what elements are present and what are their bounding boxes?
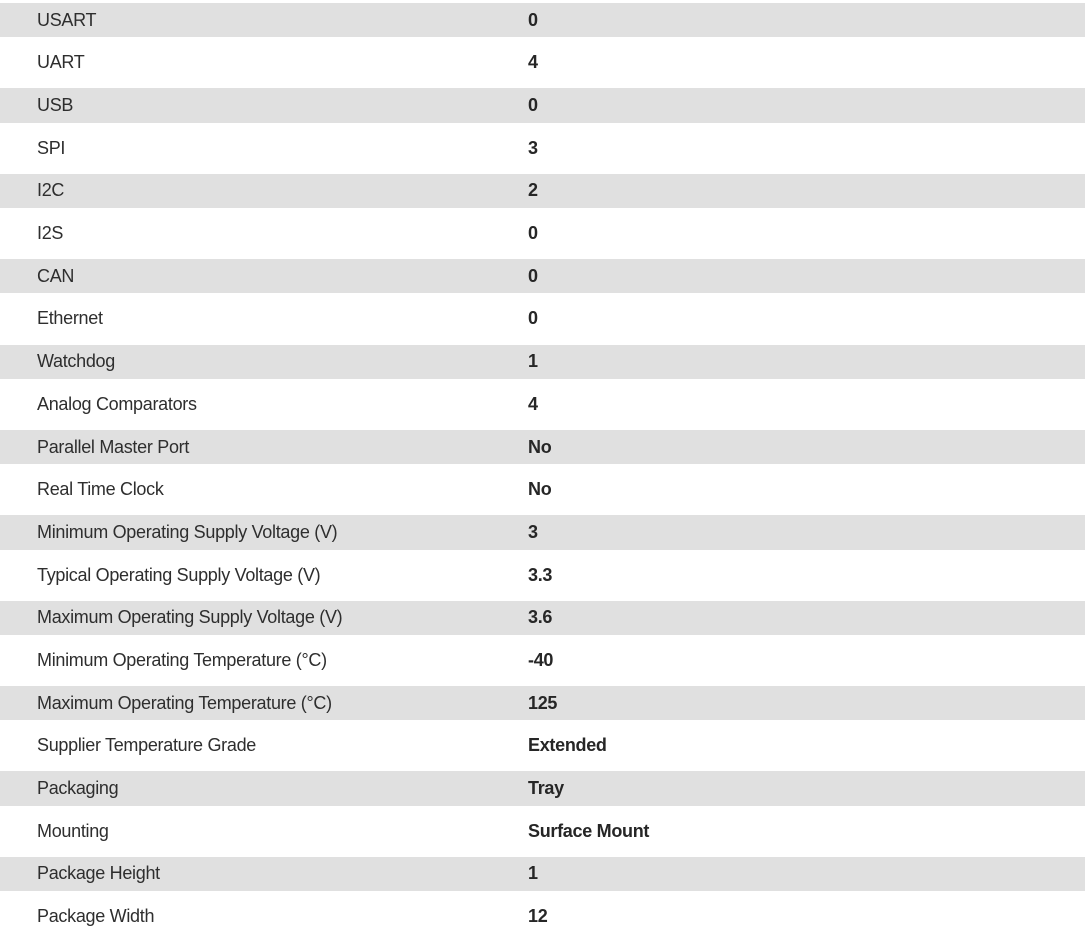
spec-attribute-value: 3: [528, 137, 538, 158]
spec-attribute-value: 3: [528, 521, 538, 542]
spec-attribute-value: 0: [528, 223, 538, 244]
spec-row: Minimum Operating Temperature (°C) -40: [0, 643, 1085, 677]
spec-row: Real Time Clock No: [0, 473, 1085, 507]
spec-attribute-value: 1: [528, 863, 538, 884]
spec-row: Typical Operating Supply Voltage (V) 3.3: [0, 558, 1085, 592]
spec-row: USB 0: [0, 88, 1085, 123]
spec-row: Package Height 1: [0, 856, 1085, 892]
spec-attribute-label: Maximum Operating Temperature (°C): [37, 692, 332, 713]
spec-attribute-value: 2: [528, 180, 538, 201]
spec-row: Parallel Master Port No: [0, 429, 1085, 465]
spec-attribute-label: Parallel Master Port: [37, 436, 190, 457]
spec-attribute-label: Maximum Operating Supply Voltage (V): [37, 607, 343, 628]
spec-attribute-value: 0: [528, 9, 538, 30]
spec-attribute-label: Typical Operating Supply Voltage (V): [37, 564, 321, 585]
spec-row: UART 4: [0, 46, 1085, 80]
spec-attribute-value: 4: [528, 393, 538, 414]
spec-attribute-value: Extended: [528, 735, 607, 756]
spec-attribute-label: Ethernet: [37, 308, 103, 329]
spec-attribute-value: No: [528, 479, 552, 500]
spec-row: Ethernet 0: [0, 302, 1085, 336]
spec-row: I2C 2: [0, 173, 1085, 209]
spec-attribute-value: 3.6: [528, 607, 553, 628]
spec-attribute-label: Analog Comparators: [37, 393, 197, 414]
spec-attribute-label: UART: [37, 52, 85, 73]
spec-attribute-label: Watchdog: [37, 351, 115, 372]
spec-attribute-value: Surface Mount: [528, 820, 650, 841]
spec-attribute-value: 1: [528, 351, 538, 372]
spec-attribute-label: Minimum Operating Supply Voltage (V): [37, 521, 338, 542]
spec-attribute-label: Supplier Temperature Grade: [37, 735, 256, 756]
spec-attribute-label: Mounting: [37, 820, 109, 841]
spec-row: Maximum Operating Supply Voltage (V) 3.6: [0, 600, 1085, 635]
spec-attribute-value: Tray: [528, 778, 564, 799]
spec-row: Packaging Tray: [0, 771, 1085, 806]
spec-attribute-value: 12: [528, 906, 548, 927]
spec-row: Mounting Surface Mount: [0, 814, 1085, 848]
spec-row: Watchdog 1: [0, 344, 1085, 379]
spec-row: Supplier Temperature Grade Extended: [0, 729, 1085, 763]
spec-attribute-label: USB: [37, 95, 74, 116]
spec-attribute-value: -40: [528, 649, 554, 670]
spec-row: CAN 0: [0, 259, 1085, 294]
spec-row: Maximum Operating Temperature (°C) 125: [0, 686, 1085, 721]
spec-row: SPI 3: [0, 131, 1085, 165]
spec-attribute-label: Package Width: [37, 906, 155, 927]
spec-attribute-label: Packaging: [37, 778, 119, 799]
spec-attribute-label: Package Height: [37, 863, 160, 884]
spec-row: Minimum Operating Supply Voltage (V) 3: [0, 515, 1085, 550]
spec-row: I2S 0: [0, 216, 1085, 250]
spec-row: Analog Comparators 4: [0, 387, 1085, 421]
spec-attribute-value: 125: [528, 692, 558, 713]
spec-attribute-label: SPI: [37, 137, 66, 158]
spec-attribute-label: I2S: [37, 223, 64, 244]
spec-attribute-label: I2C: [37, 180, 65, 201]
spec-attribute-value: 3.3: [528, 564, 553, 585]
spec-attribute-value: 0: [528, 308, 538, 329]
spec-attribute-label: USART: [37, 9, 97, 30]
spec-attribute-label: CAN: [37, 265, 75, 286]
spec-row: Package Width 12: [0, 899, 1085, 933]
spec-attribute-value: 0: [528, 265, 538, 286]
spec-attribute-value: No: [528, 436, 552, 457]
spec-attribute-value: 4: [528, 52, 538, 73]
spec-attribute-label: Real Time Clock: [37, 479, 164, 500]
spec-row: USART 0: [0, 3, 1085, 38]
spec-attribute-value: 0: [528, 95, 538, 116]
spec-attribute-label: Minimum Operating Temperature (°C): [37, 649, 327, 670]
